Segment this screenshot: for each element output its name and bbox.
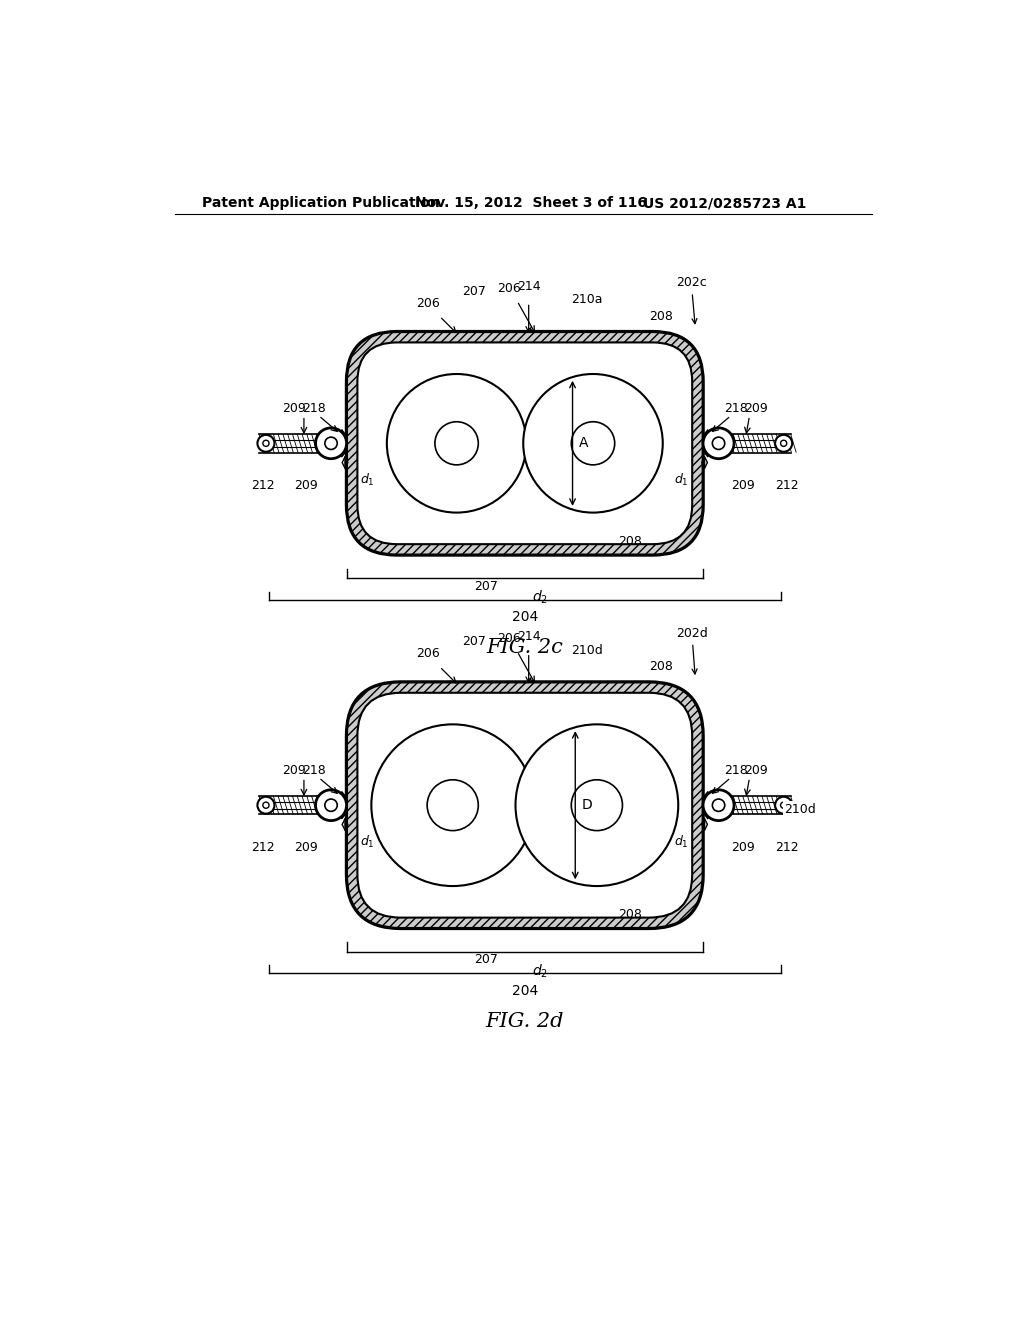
FancyBboxPatch shape: [347, 333, 702, 554]
Circle shape: [315, 789, 346, 821]
Circle shape: [523, 374, 663, 512]
Text: $d_2$: $d_2$: [532, 962, 548, 979]
Circle shape: [713, 437, 725, 449]
Circle shape: [372, 725, 535, 886]
Text: 206: 206: [498, 281, 521, 294]
Text: D: D: [582, 799, 592, 812]
Text: 218: 218: [724, 403, 748, 416]
Text: 212: 212: [251, 841, 274, 854]
Circle shape: [703, 428, 734, 459]
Text: Patent Application Publication: Patent Application Publication: [202, 197, 439, 210]
Text: 212: 212: [775, 479, 799, 492]
Text: $d_1$: $d_1$: [360, 473, 375, 488]
Circle shape: [325, 437, 337, 449]
Text: 210a: 210a: [571, 293, 603, 306]
Text: $d_1$: $d_1$: [675, 473, 689, 488]
Text: 208: 208: [617, 908, 642, 921]
Bar: [710, 796, 791, 814]
Text: 218: 218: [724, 764, 748, 777]
Circle shape: [263, 441, 269, 446]
Text: 208: 208: [649, 310, 673, 323]
Circle shape: [713, 799, 725, 812]
Text: 209: 209: [743, 764, 768, 777]
Text: 207: 207: [474, 579, 498, 593]
Bar: [259, 434, 340, 453]
Circle shape: [257, 434, 274, 451]
Text: 202d: 202d: [676, 627, 708, 675]
Text: FIG. 2c: FIG. 2c: [486, 638, 563, 657]
Circle shape: [325, 799, 337, 812]
Text: 206: 206: [416, 297, 439, 310]
Text: 204: 204: [512, 983, 538, 998]
Circle shape: [703, 789, 734, 821]
Text: 209: 209: [294, 841, 318, 854]
Circle shape: [775, 434, 793, 451]
Text: $d_1$: $d_1$: [360, 834, 375, 850]
Text: Nov. 15, 2012  Sheet 3 of 116: Nov. 15, 2012 Sheet 3 of 116: [415, 197, 647, 210]
Circle shape: [780, 803, 786, 808]
Circle shape: [571, 422, 614, 465]
Text: 207: 207: [463, 285, 486, 298]
Circle shape: [263, 803, 269, 808]
Text: 212: 212: [775, 841, 799, 854]
Text: 209: 209: [282, 764, 306, 777]
Text: 207: 207: [474, 953, 498, 966]
Text: $d_1$: $d_1$: [675, 834, 689, 850]
Text: A: A: [579, 437, 588, 450]
Text: 209: 209: [743, 403, 768, 416]
Text: 209: 209: [731, 841, 756, 854]
Text: 206: 206: [416, 647, 439, 660]
Text: 212: 212: [251, 479, 274, 492]
Text: 218: 218: [302, 403, 326, 416]
Text: 210d: 210d: [571, 644, 603, 656]
Text: 208: 208: [649, 660, 673, 673]
Text: 209: 209: [731, 479, 756, 492]
Text: $d_2$: $d_2$: [532, 589, 548, 606]
Text: 206: 206: [498, 632, 521, 645]
Text: US 2012/0285723 A1: US 2012/0285723 A1: [643, 197, 807, 210]
Text: 208: 208: [617, 535, 642, 548]
Text: 218: 218: [302, 764, 326, 777]
FancyBboxPatch shape: [357, 693, 692, 917]
Text: FIG. 2d: FIG. 2d: [485, 1011, 564, 1031]
Text: 214: 214: [517, 280, 541, 293]
Text: 207: 207: [463, 635, 486, 648]
FancyBboxPatch shape: [346, 682, 703, 928]
FancyBboxPatch shape: [347, 682, 702, 928]
Bar: [710, 434, 791, 453]
FancyBboxPatch shape: [357, 342, 692, 544]
Circle shape: [387, 374, 526, 512]
Circle shape: [571, 780, 623, 830]
Circle shape: [515, 725, 678, 886]
Circle shape: [775, 797, 793, 813]
Text: 204: 204: [512, 610, 538, 624]
Circle shape: [315, 428, 346, 459]
Text: 214: 214: [517, 631, 541, 644]
Circle shape: [427, 780, 478, 830]
Text: 202c: 202c: [676, 276, 707, 323]
Circle shape: [780, 441, 786, 446]
Circle shape: [435, 422, 478, 465]
Text: 209: 209: [294, 479, 318, 492]
Bar: [259, 796, 340, 814]
FancyBboxPatch shape: [346, 331, 703, 554]
Circle shape: [257, 797, 274, 813]
Text: 209: 209: [282, 403, 306, 416]
Text: 210d: 210d: [784, 803, 816, 816]
